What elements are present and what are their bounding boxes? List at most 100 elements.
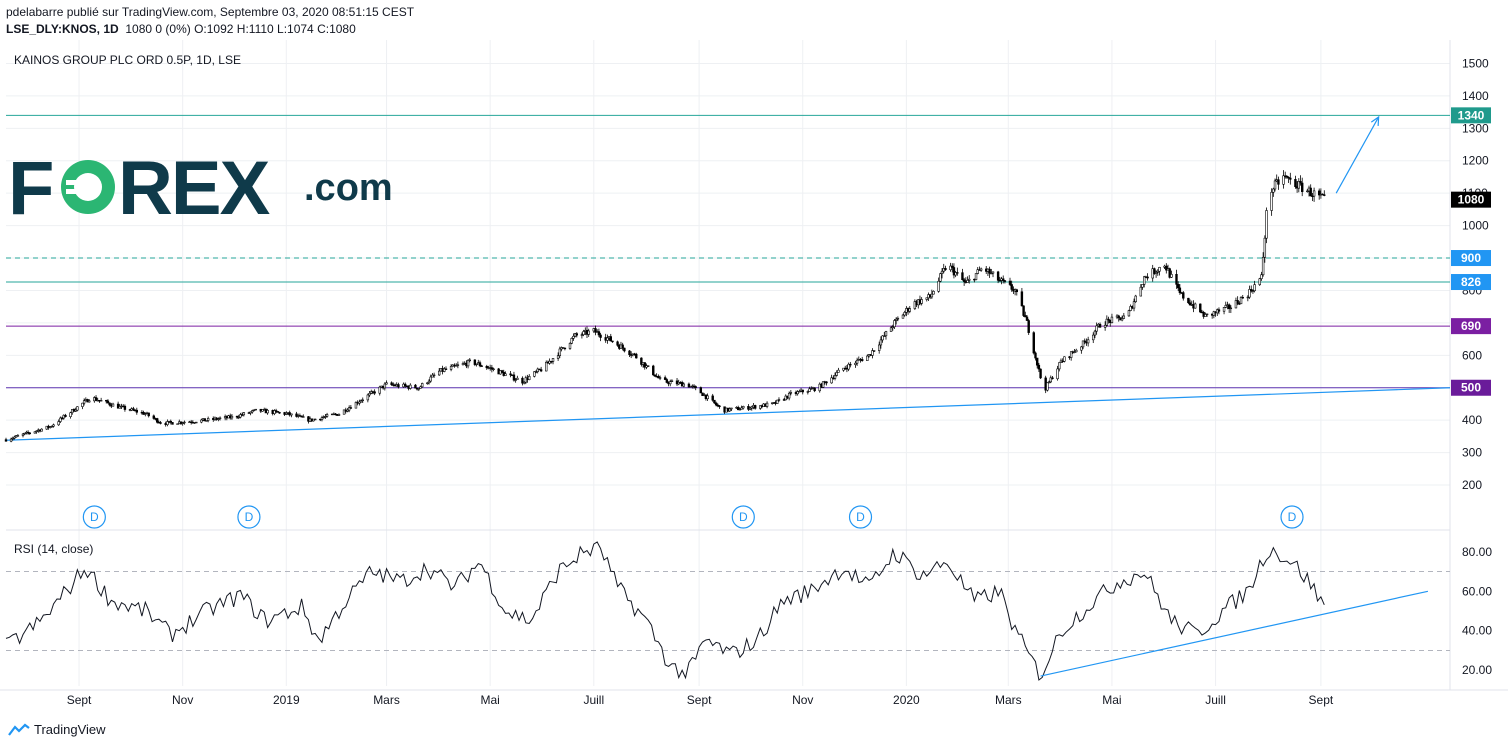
candle-body [962, 279, 966, 282]
candle-body [514, 379, 517, 381]
candle-body [1025, 316, 1029, 321]
candle-body [313, 418, 317, 421]
candle-body [821, 381, 825, 388]
candle-body [687, 383, 691, 388]
candle-body [147, 412, 150, 417]
candle-body [951, 265, 954, 268]
x-tick-label: 2019 [273, 693, 300, 707]
candle-body [1236, 300, 1239, 304]
y-tick-label: 1200 [1462, 154, 1489, 168]
candle-body [361, 399, 364, 402]
rsi-tick-label: 20.00 [1462, 663, 1492, 677]
candle-body [1239, 297, 1243, 305]
candle-body [787, 392, 791, 399]
candle-body [521, 377, 524, 384]
candle-body [954, 272, 957, 276]
price-badge-label: 826 [1461, 275, 1481, 289]
candle-body [1289, 177, 1292, 180]
candle-body [278, 412, 281, 414]
candle-body [1205, 313, 1209, 316]
candle-body [409, 384, 412, 389]
candle-body [23, 432, 26, 435]
dividend-marker-label: D [1288, 510, 1297, 524]
candle-body [594, 328, 597, 333]
candle-body [276, 411, 280, 413]
candle-body [456, 364, 460, 366]
candle-body [509, 373, 512, 376]
candle-body [166, 421, 169, 426]
candle-body [266, 410, 269, 414]
candle-body [13, 436, 16, 439]
candle-body [1246, 296, 1250, 299]
price-badge [1451, 274, 1491, 291]
candle-body [437, 370, 441, 376]
dividend-marker[interactable] [1280, 505, 1304, 529]
candle-body [854, 362, 857, 365]
x-tick-label: Mars [373, 693, 400, 707]
candle-body [242, 412, 246, 416]
candle-body [830, 377, 833, 384]
dividend-marker-label: D [856, 510, 865, 524]
candle-body [568, 342, 572, 349]
candle-body [349, 407, 353, 409]
candle-body [111, 403, 115, 407]
candle-body [337, 413, 341, 416]
candle-body [939, 273, 942, 282]
candle-body [1317, 190, 1321, 196]
candle-body [206, 418, 210, 421]
candle-body [1110, 316, 1114, 323]
candle-body [492, 368, 495, 370]
candle-body [1153, 268, 1156, 274]
dividend-marker[interactable] [82, 505, 106, 529]
candle-body [431, 374, 434, 378]
y-tick-label: 300 [1462, 446, 1482, 460]
candle-body [1176, 284, 1180, 289]
candle-body [449, 366, 453, 370]
x-tick-label: Sept [687, 693, 712, 707]
candle-body [893, 320, 896, 328]
candle-body [144, 413, 147, 415]
price-badge [1451, 191, 1491, 208]
y-tick-label: 600 [1462, 348, 1482, 362]
candle-body [1103, 324, 1107, 328]
price-badges: 1340 900 826 690 500 1080 [1451, 107, 1491, 396]
dividend-marker[interactable] [237, 505, 261, 529]
rsi-tick-label: 80.00 [1462, 545, 1492, 559]
candle-body [358, 401, 361, 404]
candle-body [171, 422, 174, 425]
candle-body [1008, 280, 1012, 285]
candle-body [716, 404, 720, 407]
candle-body [444, 368, 448, 370]
candle-body [657, 376, 660, 379]
candle-body [516, 377, 519, 380]
candle-body [118, 406, 122, 409]
candle-body [714, 402, 718, 406]
candle-body [237, 416, 240, 419]
candle-body [285, 412, 288, 415]
candle-body [123, 405, 127, 410]
y-tick-label: 1000 [1462, 219, 1489, 233]
dividend-marker[interactable] [848, 505, 873, 529]
candle-body [699, 387, 703, 394]
price-badge-label: 900 [1461, 251, 1481, 265]
candle-body [682, 383, 686, 387]
dividend-marker[interactable] [731, 505, 755, 529]
y-tick-label: 400 [1462, 413, 1482, 427]
candle-body [50, 425, 54, 428]
candle-body [419, 386, 422, 389]
candle-body [1134, 295, 1137, 302]
tradingview-brand[interactable]: TradingView [8, 722, 106, 737]
candle-body [701, 392, 704, 396]
candle-body [545, 361, 548, 372]
candle-body [429, 376, 432, 382]
support-trendline [5, 387, 1451, 441]
candle-body [347, 407, 351, 411]
arrow-head [1370, 115, 1380, 126]
candle-body [1306, 190, 1309, 193]
candle-body [952, 267, 956, 276]
candle-body [1002, 278, 1005, 281]
price-badge-label: 1340 [1458, 108, 1485, 122]
candle-body [736, 407, 740, 411]
